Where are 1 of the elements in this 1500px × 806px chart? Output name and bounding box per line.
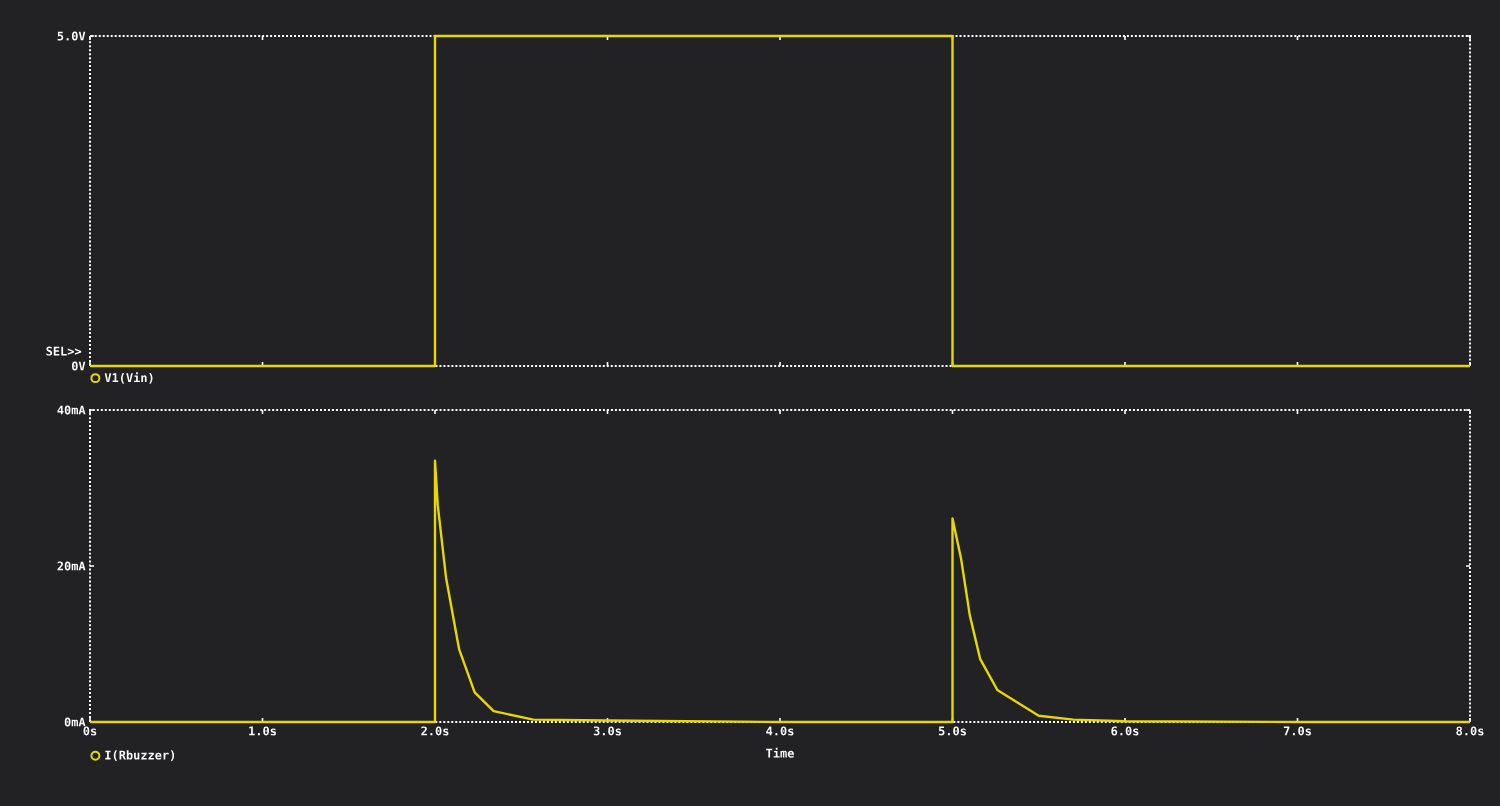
line-series: [88, 459, 1472, 724]
